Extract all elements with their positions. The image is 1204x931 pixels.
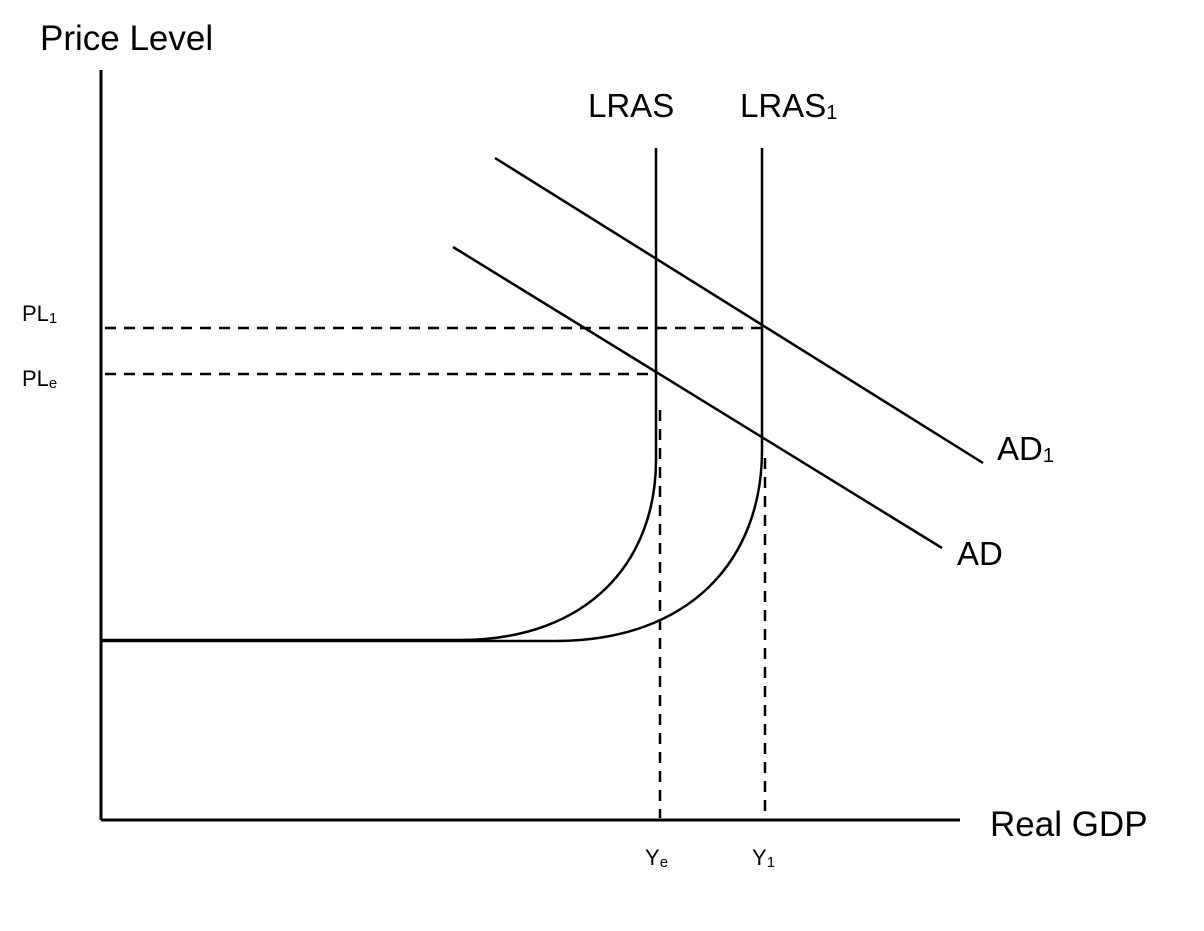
lras-label: LRAS [588, 87, 674, 124]
pl1-label: PL1 [22, 301, 57, 327]
lras1-label: LRAS1 [740, 87, 837, 124]
ple-label: PLe [22, 366, 57, 392]
y-axis-label: Price Level [40, 19, 213, 58]
ad-curve [452, 245, 943, 550]
ad1-curve [494, 156, 984, 465]
ad-label: AD [957, 535, 1003, 572]
ad1-label: AD1 [997, 430, 1054, 467]
y1-label: Y1 [752, 845, 775, 871]
lras1-curve [101, 148, 764, 643]
ye-label: Ye [645, 845, 668, 871]
x-axis-label: Real GDP [990, 805, 1148, 844]
lras-curve [101, 148, 658, 642]
